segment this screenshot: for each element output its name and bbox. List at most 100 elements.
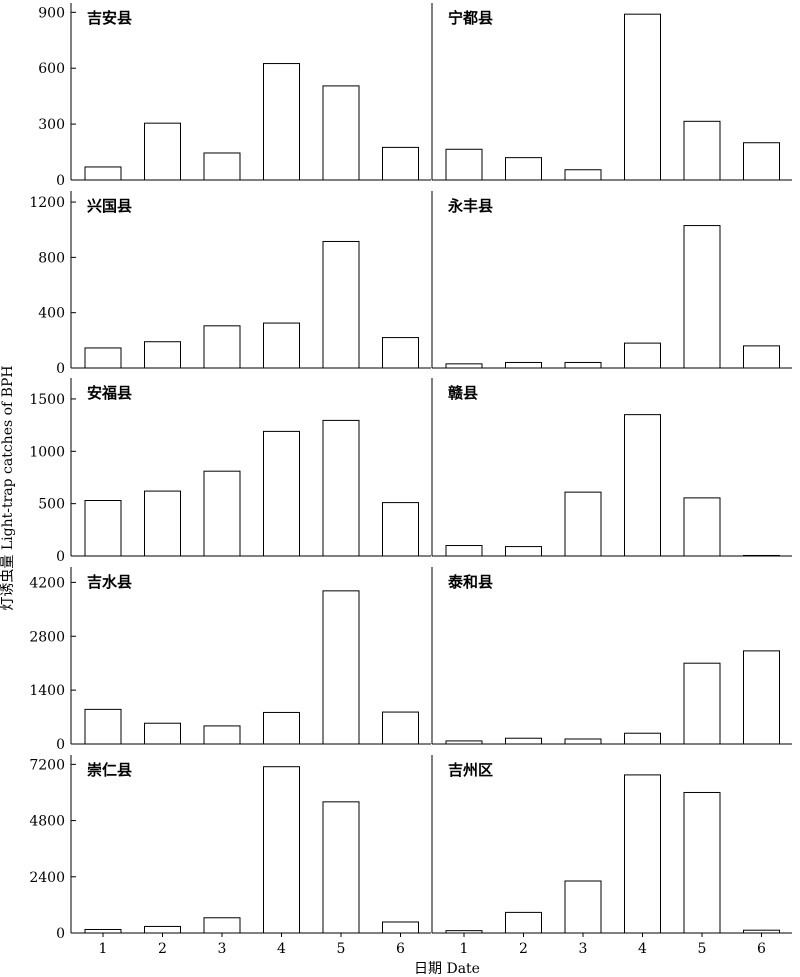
x-tick-label: 1 [460,941,469,957]
bar [263,711,300,745]
bar [84,166,122,181]
bar [84,500,122,557]
panel-title: 吉州区 [448,761,493,779]
bar [743,650,780,745]
y-axis-title: 灯诱虫量 Light-trap catches of BPH [0,365,16,610]
bar [445,363,483,369]
bar [505,157,542,181]
bar [445,930,483,934]
bar [322,801,360,934]
x-tick-label: 3 [218,941,227,957]
panel-title: 崇仁县 [87,761,132,779]
x-tick-label: 3 [579,941,588,957]
bar [683,120,721,181]
bar [144,722,181,745]
bar [322,419,360,557]
y-tick-label: 400 [38,306,65,322]
chart-panel: 泰和县 [431,567,792,745]
bar [144,341,181,369]
bar [322,85,360,181]
x-tick-label: 2 [519,941,528,957]
bar [382,921,419,934]
bar [84,708,122,745]
bar [84,347,122,369]
bar [505,911,542,934]
bar [624,414,661,557]
panel-title: 永丰县 [447,197,493,215]
y-tick-label: 2400 [29,870,65,886]
chart-panel: 永丰县 [431,191,792,369]
bar [382,711,419,745]
y-tick-label: 800 [38,250,65,266]
y-tick-label: 4800 [29,814,65,830]
y-tick-label: 7200 [29,757,65,773]
y-tick-label: 0 [56,926,65,942]
bar [624,774,661,934]
panel-title: 泰和县 [447,573,493,591]
x-tick-label: 4 [277,941,286,957]
bar [445,740,483,745]
bar [564,361,602,369]
y-tick-label: 1000 [29,444,65,460]
y-tick-label: 1500 [29,392,65,408]
chart-panel: 安福县 0 500 1000 1500 [29,378,431,565]
bar [624,732,661,745]
y-tick-label: 300 [38,117,65,133]
bar [624,342,661,369]
bar [382,502,419,557]
bar [505,737,542,745]
chart-panel: 崇仁县 0 2400 4800 7200 1 2 3 4 5 6 [29,755,431,957]
y-tick-label: 4200 [29,575,65,591]
y-tick-label: 0 [56,361,65,377]
x-tick-label: 1 [99,941,108,957]
chart-panel: 吉州区 1 2 3 4 5 6 [431,755,792,957]
bar [505,546,542,557]
panel-title: 吉水县 [87,573,132,591]
bar [203,917,241,934]
y-tick-label: 1200 [29,195,65,211]
bar [743,929,780,934]
chart-panel: 赣县 [431,378,792,557]
bar [564,491,602,557]
panel-title: 兴国县 [87,197,132,215]
x-axis-title: 日期 Date [414,961,480,977]
bar [683,662,721,745]
panel-title: 赣县 [448,384,478,402]
bar [263,430,300,557]
bar [263,322,300,369]
y-tick-label: 0 [56,549,65,565]
bar [743,142,780,181]
bar [683,497,721,557]
bar [203,470,241,557]
y-tick-label: 500 [38,497,65,513]
bar [144,490,181,557]
x-tick-label: 6 [396,941,405,957]
bar [564,738,602,745]
chart-panel: 兴国县 0 400 800 1200 [29,191,431,377]
bar [683,791,721,934]
bar [382,337,419,369]
y-tick-label: 1400 [29,683,65,699]
bar [445,545,483,557]
x-tick-label: 5 [698,941,707,957]
y-tick-label: 0 [56,737,65,753]
chart-panel: 宁都县 [431,3,792,181]
panel-title: 吉安县 [87,9,132,27]
x-tick-label: 2 [158,941,167,957]
bar [743,345,780,369]
bar [263,766,300,934]
bar [203,152,241,181]
bar [683,225,721,369]
x-tick-label: 5 [337,941,346,957]
y-tick-label: 900 [38,5,65,21]
bar [203,725,241,745]
y-tick-label: 600 [38,61,65,77]
bar [624,13,661,181]
panel-title: 宁都县 [448,9,493,27]
panel-title: 安福县 [87,384,132,402]
x-tick-label: 4 [638,941,647,957]
bar [505,361,542,369]
bar [564,880,602,934]
